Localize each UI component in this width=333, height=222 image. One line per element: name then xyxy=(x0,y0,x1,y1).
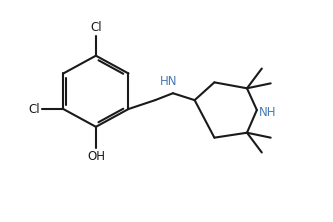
Text: HN: HN xyxy=(160,75,178,88)
Text: Cl: Cl xyxy=(28,103,40,115)
Text: Cl: Cl xyxy=(90,21,102,34)
Text: NH: NH xyxy=(259,107,276,119)
Text: OH: OH xyxy=(87,149,105,163)
